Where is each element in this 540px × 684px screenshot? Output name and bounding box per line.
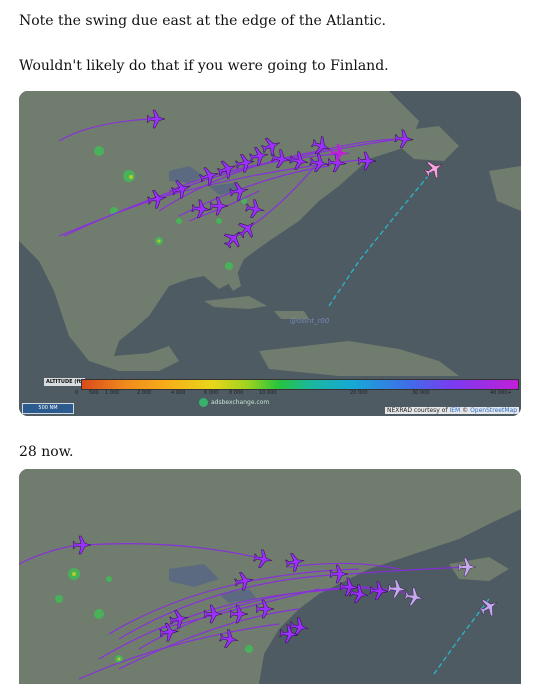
map-2-basemap [19,469,521,684]
altitude-tick: 2 000 [137,390,152,396]
attribution-text: NEXRAD courtesy of [386,407,448,414]
flight-map-1[interactable]: @osint_r00 ALTITUDE (ft) 0 500 1 000 2 0… [19,91,521,416]
map-1-basemap [19,91,521,416]
map-watermark: @osint_r00 [290,317,330,325]
adsbexchange-logo[interactable]: adsbexchange.com [199,398,269,407]
altitude-tick: 10 000 [259,390,277,396]
map-attribution: NEXRAD courtesy of IEM © OpenStreetMap [384,407,519,414]
altitude-tick: 1 000 [105,390,120,396]
altitude-tick: 30 000 [412,390,430,396]
attribution-osm-link[interactable]: OpenStreetMap [470,407,517,414]
altitude-legend-bar [81,379,519,390]
altitude-legend-title: ALTITUDE (ft) [44,378,86,386]
altitude-tick: 500 [89,390,99,396]
altitude-tick: 8 000 [229,390,244,396]
post-line-3: 28 now. [19,444,74,460]
post-line-2: Wouldn't likely do that if you were goin… [19,58,389,74]
altitude-tick: 0 [75,390,79,396]
post-line-1: Note the swing due east at the edge of t… [19,13,387,29]
map-scale-bar: 500 NM [22,403,74,414]
attribution-iem-link[interactable]: IEM [449,407,461,414]
flight-map-2[interactable] [19,469,521,684]
altitude-tick: 40 000+ [490,390,512,396]
altitude-legend-ticks: 0 500 1 000 2 000 4 000 6 000 8 000 10 0… [75,390,521,398]
attribution-separator: © [462,407,469,414]
altitude-tick: 6 000 [204,390,219,396]
altitude-tick: 4 000 [171,390,186,396]
adsbexchange-logo-text: adsbexchange.com [211,399,270,406]
adsbexchange-logo-icon [199,398,208,407]
altitude-tick: 20 000 [350,390,368,396]
